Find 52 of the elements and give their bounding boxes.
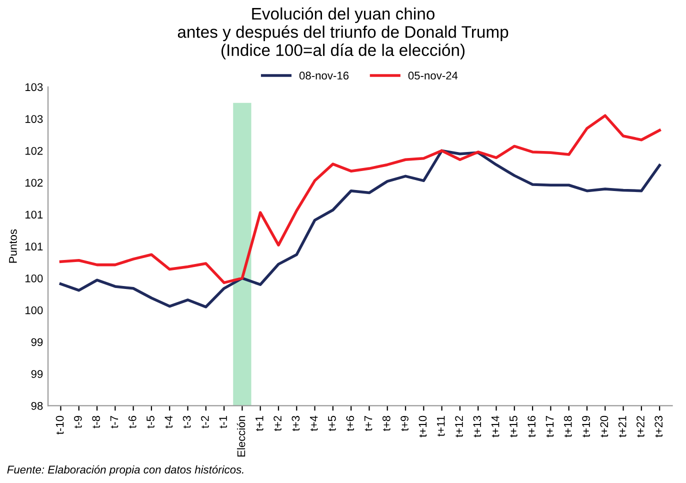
chart-title: Evolución del yuan chino antes y después del triunfo de Donald Trump (Indice 100=al día de la elección) xyxy=(178,7,508,60)
x-tick-label: t+9 xyxy=(400,416,408,432)
x-tick-label: t-9 xyxy=(74,416,82,428)
y-tick-label: 103 xyxy=(25,83,43,92)
x-tick-label: t-10 xyxy=(56,416,64,434)
y-tick-label: 99 xyxy=(31,370,43,378)
x-tick-label: t+6 xyxy=(346,416,354,432)
x-tick-label: t+23 xyxy=(654,416,663,438)
x-tick-label: t-1 xyxy=(219,416,228,428)
x-tick-label: t-5 xyxy=(146,416,154,428)
x-tick-label: t-7 xyxy=(110,416,118,428)
x-tick-label: t+19 xyxy=(582,416,590,438)
y-tick-label: 100 xyxy=(25,274,43,282)
y-tick-label: 102 xyxy=(25,178,43,187)
x-tick-label: t-6 xyxy=(128,416,136,428)
y-tick-label: 103 xyxy=(25,115,43,123)
x-tick-label: t+18 xyxy=(564,416,572,438)
x-tick-label: t+3 xyxy=(292,416,300,432)
x-tick-label: t-4 xyxy=(164,416,173,428)
legend-label: 05-nov-24 xyxy=(408,72,458,80)
x-tick-label: t+21 xyxy=(618,416,626,438)
x-tick-label: t-3 xyxy=(182,416,191,428)
x-tick-label: t+4 xyxy=(310,416,318,432)
x-tick-label: Elección xyxy=(236,416,246,457)
x-tick-label: t+16 xyxy=(528,416,536,438)
legend-label: 08-nov-16 xyxy=(299,72,349,80)
y-tick-label: 101 xyxy=(25,210,43,219)
x-tick-label: t+10 xyxy=(418,416,427,438)
x-tick-label: t-2 xyxy=(201,416,209,428)
x-tick-label: t+14 xyxy=(491,416,500,438)
line-series xyxy=(59,149,661,308)
x-tick-label: t+12 xyxy=(455,416,463,438)
x-tick-label: t+22 xyxy=(636,416,644,438)
line-series xyxy=(59,114,661,284)
y-tick-label: 101 xyxy=(25,242,43,250)
y-tick-label: 100 xyxy=(25,306,43,314)
x-tick-label: t+11 xyxy=(437,416,445,436)
x-tick-label: t+15 xyxy=(510,416,518,438)
x-tick-label: t+20 xyxy=(600,416,608,438)
x-tick-label: t+2 xyxy=(274,416,282,432)
y-tick-label: 98 xyxy=(31,402,43,410)
x-tick-label: t+13 xyxy=(473,416,482,438)
x-tick-label: t-8 xyxy=(92,416,100,428)
source-note: Fuente: Elaboración propia con datos históricos. xyxy=(7,465,244,476)
y-tick-label: 102 xyxy=(25,146,43,155)
x-tick-label: t+17 xyxy=(546,416,554,438)
x-tick-label: t+8 xyxy=(382,416,390,432)
x-tick-label: t+5 xyxy=(328,416,336,432)
y-tick-label: 99 xyxy=(31,338,43,346)
x-tick-label: t+1 xyxy=(256,416,264,432)
x-tick-label: t+7 xyxy=(364,416,372,432)
y-axis-title: Puntos xyxy=(9,229,17,263)
